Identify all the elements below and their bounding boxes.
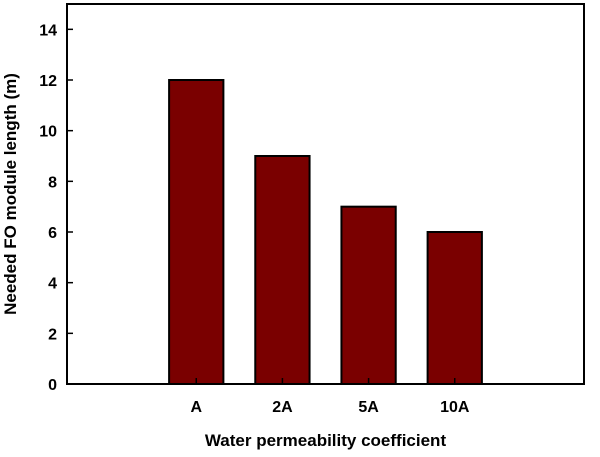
x-axis-title: Water permeability coefficient — [205, 431, 447, 450]
plot-frame — [66, 3, 585, 385]
y-axis-title: Needed FO module length (m) — [1, 73, 20, 315]
plot-area: A 2A 5A 10A 0 2 4 6 8 10 12 14 — [39, 3, 585, 416]
x-tick-label: 10A — [440, 399, 470, 416]
y-tick-label: 12 — [39, 73, 57, 90]
y-tick-label: 10 — [39, 124, 57, 141]
bar-10A — [426, 231, 483, 385]
bar-2A — [254, 155, 311, 385]
y-tick-label: 8 — [48, 174, 57, 191]
bar-5A — [340, 205, 397, 385]
x-tick-label: A — [190, 399, 202, 416]
bars-group — [168, 79, 483, 385]
y-tick-label: 0 — [48, 377, 57, 394]
y-tick-label: 4 — [48, 276, 57, 293]
x-tick-label: 2A — [272, 399, 293, 416]
y-tick-label: 2 — [48, 326, 57, 343]
bar-A — [168, 79, 225, 385]
y-tick-label: 14 — [39, 22, 57, 39]
y-tick-label: 6 — [48, 225, 57, 242]
x-tick-label: 5A — [358, 399, 379, 416]
